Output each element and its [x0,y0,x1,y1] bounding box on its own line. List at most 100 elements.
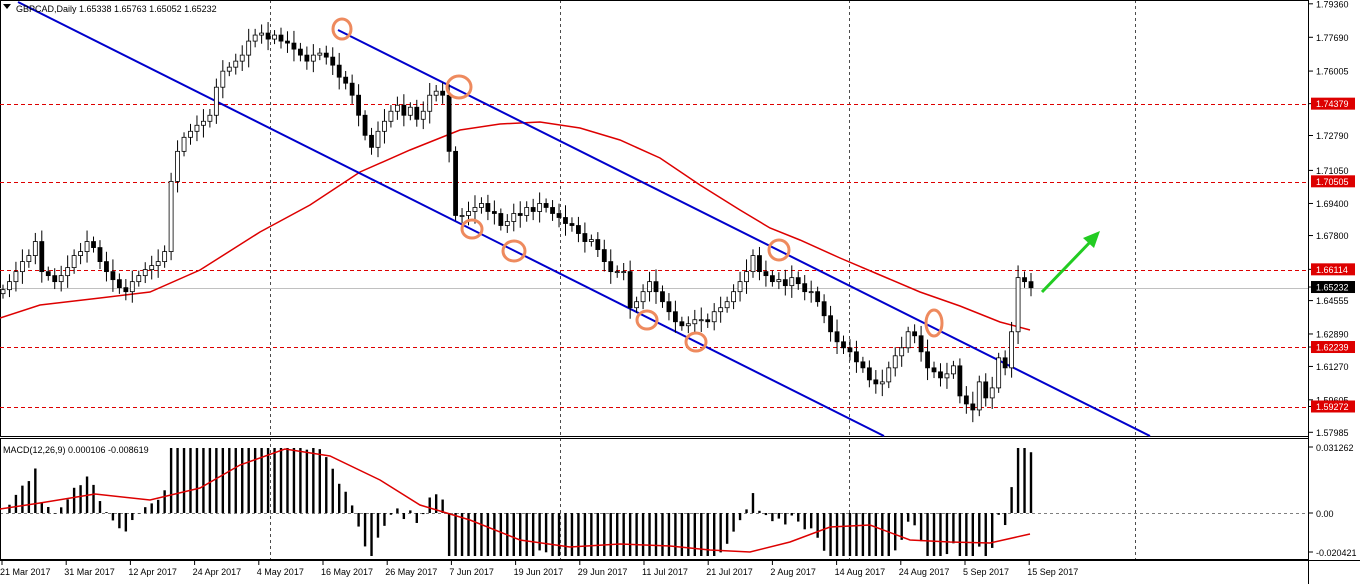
candle-body [737,281,743,293]
candle [724,296,730,313]
candle [310,44,316,73]
candle [479,197,484,214]
candle [892,347,898,377]
candle-body [873,379,879,385]
candle [272,30,277,45]
candle [382,109,387,144]
candle-body [679,321,685,327]
candle-body [394,104,400,112]
price-level-label: 1.62239 [1316,343,1349,353]
candle-body [731,291,736,303]
candle-body [459,215,465,217]
candle-body [343,76,349,84]
candle-body [19,261,25,273]
candle [983,373,989,407]
candle-body [834,331,840,343]
candle-body [479,203,484,208]
candle-body [181,136,187,152]
price-tick-label: 1.77690 [1316,33,1349,43]
candle [757,246,762,281]
candle [433,84,439,102]
candle [259,24,265,44]
candle-body [382,120,387,132]
date-tick-label: 21 Mar 2017 [0,567,51,577]
candle-body [621,271,627,274]
candle-body [776,279,782,283]
touch-markers [331,17,944,353]
candle-body [317,52,323,56]
candle [375,121,381,158]
candle [660,285,665,308]
candle-body [168,181,174,252]
candle-body [356,94,361,116]
candle [808,280,814,303]
candle [304,46,310,70]
candle [213,78,219,124]
candle [782,269,788,296]
candle-body [769,275,775,283]
candle [414,99,420,127]
candle-body [886,367,892,383]
candle [685,316,691,334]
price-panel-frame [0,0,1309,437]
candle [776,272,782,290]
macd-info-label: MACD(12,26,9) 0.000106 -0.008619 [3,445,149,455]
candle-body [259,32,265,36]
candle [343,70,349,90]
candle [116,273,122,294]
candle-body [466,211,471,216]
candle-body [808,291,814,294]
candle [938,363,943,387]
candle-body [582,233,588,242]
price-tick-label: 1.72790 [1316,131,1349,141]
macd-axis: 0.031262 0.00 -0.020421 [1308,443,1357,558]
candle [963,386,969,414]
candle-body [97,247,103,262]
date-tick-label: 24 Aug 2017 [899,567,950,577]
candle [563,205,568,236]
support-resistance-levels [0,104,1308,408]
candle-body [110,271,116,281]
candle [899,336,905,367]
price-level-box [1311,175,1355,188]
candle-body [91,241,96,248]
candle [517,201,523,228]
date-tick-label: 11 Jul 2017 [642,567,688,577]
candle-body [39,241,45,273]
candle-body [220,70,226,88]
candle-body [608,261,614,273]
price-level-label: 1.70505 [1316,177,1349,187]
candle [1028,273,1034,297]
price-level-box [1311,341,1355,354]
candle-body [789,277,795,287]
candle-body [278,34,284,42]
candle-body [13,271,19,283]
channel-lower-line[interactable] [17,1,885,437]
candle [168,172,174,261]
candle-body [828,315,833,333]
dropdown-triangle-icon[interactable] [3,4,11,9]
candle-body [265,32,271,40]
candle [453,146,458,221]
date-tick-label: 19 Jun 2017 [514,567,564,577]
candle [498,208,504,231]
candle-body [634,301,640,309]
candle-body [511,213,517,222]
candle [162,245,168,268]
candle-body [285,40,290,44]
bullish-arrow-icon [1040,231,1100,294]
candle [401,94,407,127]
price-level-label: 1.59272 [1316,402,1349,412]
candle-body [7,281,12,291]
channel-upper-line[interactable] [337,29,1151,437]
candle [26,249,32,268]
candle [847,339,853,361]
candle [207,109,213,128]
candle-body [763,271,769,277]
candle-body [569,223,575,226]
candle [666,293,672,321]
candle-body [718,307,724,313]
candle-body [854,351,859,363]
